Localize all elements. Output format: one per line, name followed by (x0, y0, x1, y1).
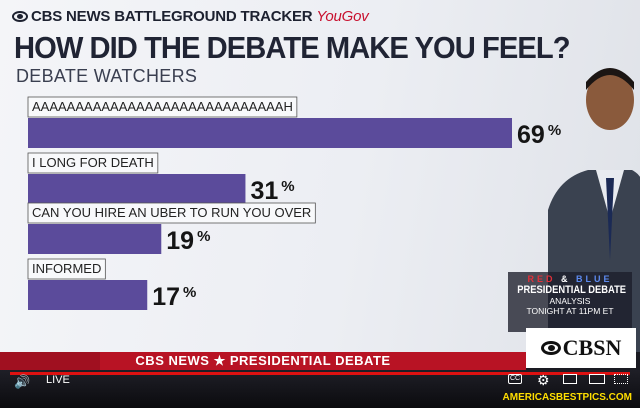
category-label-box (27, 202, 316, 224)
tracker-network: CBS NEWS BATTLEGROUND TRACKER (31, 8, 313, 25)
settings-gear-icon[interactable]: ⚙ (537, 372, 550, 388)
promo-title: PRESIDENTIAL DEBATE (517, 284, 627, 296)
progress-bar[interactable] (10, 372, 630, 375)
page-subtitle: DEBATE WATCHERS (16, 66, 198, 86)
promo-box: RED & BLUE PRESIDENTIAL DEBATE ANALYSIS … (508, 272, 632, 332)
ticker-bar: CBS NEWS ★ PRESIDENTIAL DEBATE (0, 352, 526, 370)
miniplayer-icon[interactable] (563, 374, 577, 384)
category-label-box (27, 152, 159, 174)
category-label-box (27, 96, 298, 118)
eye-logo-icon (12, 11, 28, 22)
data-label: 19% (166, 227, 210, 255)
closed-captions-icon[interactable]: CC (508, 374, 522, 384)
data-label: 17% (152, 283, 196, 311)
promo-sub: ANALYSIS (549, 296, 591, 306)
category-label: AAAAAAAAAAAAAAAAAAAAAAAAAAAAAH (32, 99, 293, 114)
network-bug: CBSN (526, 328, 636, 368)
tracker-partner: YouGov (316, 8, 369, 25)
bar (28, 118, 512, 148)
promo-amp: & (561, 274, 571, 284)
category-label: INFORMED (32, 261, 101, 276)
eye-logo-icon (540, 341, 561, 355)
ticker-text: CBS NEWS ★ PRESIDENTIAL DEBATE (135, 353, 391, 368)
promo-red: RED (527, 274, 556, 284)
bar (28, 224, 162, 254)
category-label-box (27, 258, 106, 280)
page-title: HOW DID THE DEBATE MAKE YOU FEEL? (14, 30, 571, 65)
volume-icon[interactable]: 🔊 (14, 374, 31, 389)
category-label: CAN YOU HIRE AN UBER TO RUN YOU OVER (32, 205, 311, 220)
bar (28, 174, 246, 204)
promo-blue: BLUE (576, 274, 613, 284)
promo-time: TONIGHT AT 11PM ET (526, 306, 614, 316)
category-label: I LONG FOR DEATH (32, 155, 154, 170)
theater-mode-icon[interactable] (589, 374, 605, 384)
player-controls: 🔊 LIVE CC ⚙ AMERICASBESTPICS.COM (0, 370, 640, 408)
live-label[interactable]: LIVE (46, 374, 70, 386)
fullscreen-icon[interactable] (614, 374, 628, 384)
network-bug-label: CBSN (562, 335, 622, 360)
promo-red-blue: RED & BLUE (508, 274, 632, 284)
tracker-header: CBS NEWS BATTLEGROUND TRACKER YouGov (12, 8, 369, 25)
graphic-board: CBS NEWS BATTLEGROUND TRACKER YouGov HOW … (0, 0, 640, 352)
bar (28, 280, 148, 310)
watermark: AMERICASBESTPICS.COM (502, 392, 632, 403)
data-label: 31% (250, 177, 294, 205)
